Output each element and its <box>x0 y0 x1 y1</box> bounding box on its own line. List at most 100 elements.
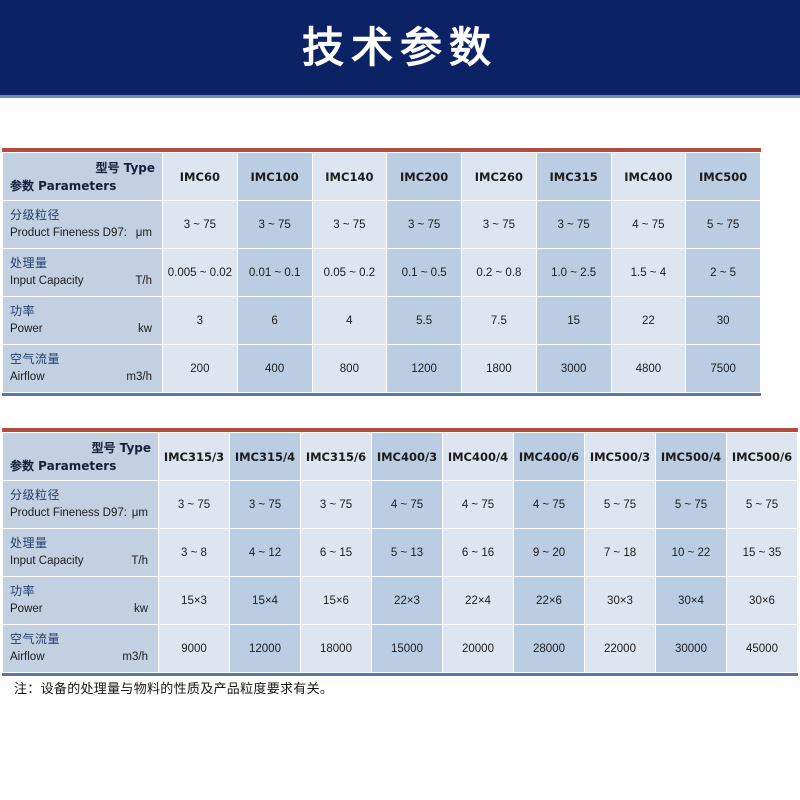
table-cell: 30×3 <box>584 576 656 625</box>
table-cell: 30000 <box>655 624 727 673</box>
row-label-cell: 空气流量 Airflow m3/h <box>2 624 159 673</box>
model-header-cell: IMC315/4 <box>229 432 301 481</box>
table-cell: 3 <box>162 296 238 345</box>
table-header-row: 型号 Type 参数 Parameters IMC60 IMC100 IMC140 I… <box>2 152 761 201</box>
table-cell: 800 <box>311 344 388 393</box>
table-cell: 5 ~ 13 <box>371 528 443 577</box>
table-row: 空气流量 Airflow m3/h 9000 12000 18000 15000 20000 2… <box>2 624 798 673</box>
row-label-cn: 处理量 <box>10 536 48 551</box>
model-header-cell: IMC400/3 <box>371 432 443 481</box>
row-label-cell: 功率 Power kw <box>2 576 159 625</box>
table-cell: 1800 <box>461 344 537 393</box>
table-cell: 22×4 <box>442 576 514 625</box>
row-label-unit: μm <box>135 226 152 239</box>
row-label-cell: 分级粒径 Product Fineness D97: μm <box>2 480 159 529</box>
table-cell: 5 ~ 75 <box>726 480 798 529</box>
page-title: 技术参数 <box>301 22 498 72</box>
spec-table-2-container: 型号 Type 参数 Parameters IMC315/3 IMC315/4 IM… <box>2 428 798 676</box>
table-cell: 5.5 <box>386 296 462 345</box>
row-label-en: Airflow <box>10 370 45 383</box>
row-label-en: Power <box>10 322 43 335</box>
table-cell: 9000 <box>158 624 230 673</box>
table-cell: 3000 <box>535 344 612 393</box>
row-label-unit: m3/h <box>122 650 148 663</box>
table-cell: 4 ~ 12 <box>229 528 301 577</box>
table-cell: 4 ~ 75 <box>610 200 687 249</box>
row-label-en: Input Capacity <box>10 274 84 287</box>
row-label-cell: 空气流量 Airflow m3/h <box>2 344 163 393</box>
table-cell: 3 ~ 75 <box>311 200 388 249</box>
table-cell: 3 ~ 75 <box>386 200 462 249</box>
table-cell: 5 ~ 75 <box>655 480 727 529</box>
model-header-cell: IMC315/6 <box>300 432 372 481</box>
table-cell: 0.01 ~ 0.1 <box>236 248 313 297</box>
table-cell: 0.2 ~ 0.8 <box>461 248 537 297</box>
row-label-cn: 分级粒径 <box>10 488 61 503</box>
corner-type-label: 型号 Type <box>95 160 156 175</box>
corner-header-cell: 型号 Type 参数 Parameters <box>2 432 159 481</box>
table-cell: 10 ~ 22 <box>655 528 727 577</box>
model-header-cell: IMC60 <box>162 152 238 201</box>
row-label-en: Product Fineness D97: <box>10 506 127 519</box>
table-cell: 3 ~ 75 <box>300 480 372 529</box>
table-cell: 7500 <box>685 344 761 393</box>
model-header-cell: IMC500/4 <box>655 432 727 481</box>
table-cell: 1.5 ~ 4 <box>610 248 687 297</box>
row-label-en: Product Fineness D97: <box>10 226 127 239</box>
table-cell: 22×6 <box>513 576 585 625</box>
table-cell: 3 ~ 75 <box>158 480 230 529</box>
footnote: 注：设备的处理量与物料的性质及产品粒度要求有关。 <box>14 682 334 697</box>
corner-type-label: 型号 Type <box>91 440 152 455</box>
table-cell: 3 ~ 75 <box>229 480 301 529</box>
table-cell: 18000 <box>300 624 372 673</box>
table-cell: 3 ~ 75 <box>236 200 313 249</box>
table-cell: 3 ~ 75 <box>535 200 612 249</box>
row-label-cn: 处理量 <box>10 256 48 271</box>
table-cell: 0.005 ~ 0.02 <box>162 248 238 297</box>
table2-body: 分级粒径 Product Fineness D97: μm 3 ~ 75 3 ~ 75 3… <box>2 480 798 673</box>
table-cell: 0.1 ~ 0.5 <box>386 248 462 297</box>
corner-header-cell: 型号 Type 参数 Parameters <box>2 152 163 201</box>
model-header-cell: IMC100 <box>236 152 313 201</box>
table-cell: 3 ~ 75 <box>461 200 537 249</box>
table-cell: 1200 <box>386 344 462 393</box>
table-cell: 4 ~ 75 <box>513 480 585 529</box>
model-header-cell: IMC315 <box>535 152 612 201</box>
table-cell: 5 ~ 75 <box>584 480 656 529</box>
row-label-en-unit: Airflow m3/h <box>10 369 156 386</box>
row-label-en-unit: Product Fineness D97: μm <box>10 225 156 242</box>
table2-head: 型号 Type 参数 Parameters IMC315/3 IMC315/4 IM… <box>2 432 798 481</box>
model-header-cell: IMC400 <box>610 152 687 201</box>
spec-table-2: 型号 Type 参数 Parameters IMC315/3 IMC315/4 IM… <box>2 432 798 673</box>
table-cell: 6 ~ 16 <box>442 528 514 577</box>
table-row: 功率 Power kw 3 6 4 5.5 7.5 15 22 30 <box>2 296 761 345</box>
row-label-cn: 空气流量 <box>10 352 61 367</box>
row-label-cell: 处理量 Input Capacity T/h <box>2 528 159 577</box>
table1-head: 型号 Type 参数 Parameters IMC60 IMC100 IMC140 I… <box>2 152 761 201</box>
table-cell: 9 ~ 20 <box>513 528 585 577</box>
table-cell: 4 <box>311 296 388 345</box>
model-header-cell: IMC400/6 <box>513 432 585 481</box>
model-header-cell: IMC500/3 <box>584 432 656 481</box>
row-label-en-unit: Power kw <box>10 321 156 338</box>
table-row: 处理量 Input Capacity T/h 0.005 ~ 0.02 0.01 ~ 0… <box>2 248 761 297</box>
model-header-cell: IMC400/4 <box>442 432 514 481</box>
row-label-cn: 空气流量 <box>10 632 61 647</box>
row-label-cell: 功率 Power kw <box>2 296 163 345</box>
table-cell: 45000 <box>726 624 798 673</box>
table1-body: 分级粒径 Product Fineness D97: μm 3 ~ 75 3 ~ 75 3… <box>2 200 761 393</box>
row-label-unit: T/h <box>135 274 152 287</box>
spec-table-1: 型号 Type 参数 Parameters IMC60 IMC100 IMC140 I… <box>2 152 761 393</box>
table-cell: 22000 <box>584 624 656 673</box>
spec-table-1-container: 型号 Type 参数 Parameters IMC60 IMC100 IMC140 I… <box>2 148 761 396</box>
table-cell: 3 ~ 8 <box>158 528 230 577</box>
row-label-en-unit: Product Fineness D97: μm <box>10 505 152 522</box>
table-cell: 12000 <box>229 624 301 673</box>
model-header-cell: IMC500/6 <box>726 432 798 481</box>
table-cell: 6 <box>236 296 313 345</box>
corner-params-label: 参数 Parameters <box>10 178 117 193</box>
table-cell: 4 ~ 75 <box>442 480 514 529</box>
table-cell: 22 <box>610 296 687 345</box>
row-label-en: Power <box>10 602 43 615</box>
